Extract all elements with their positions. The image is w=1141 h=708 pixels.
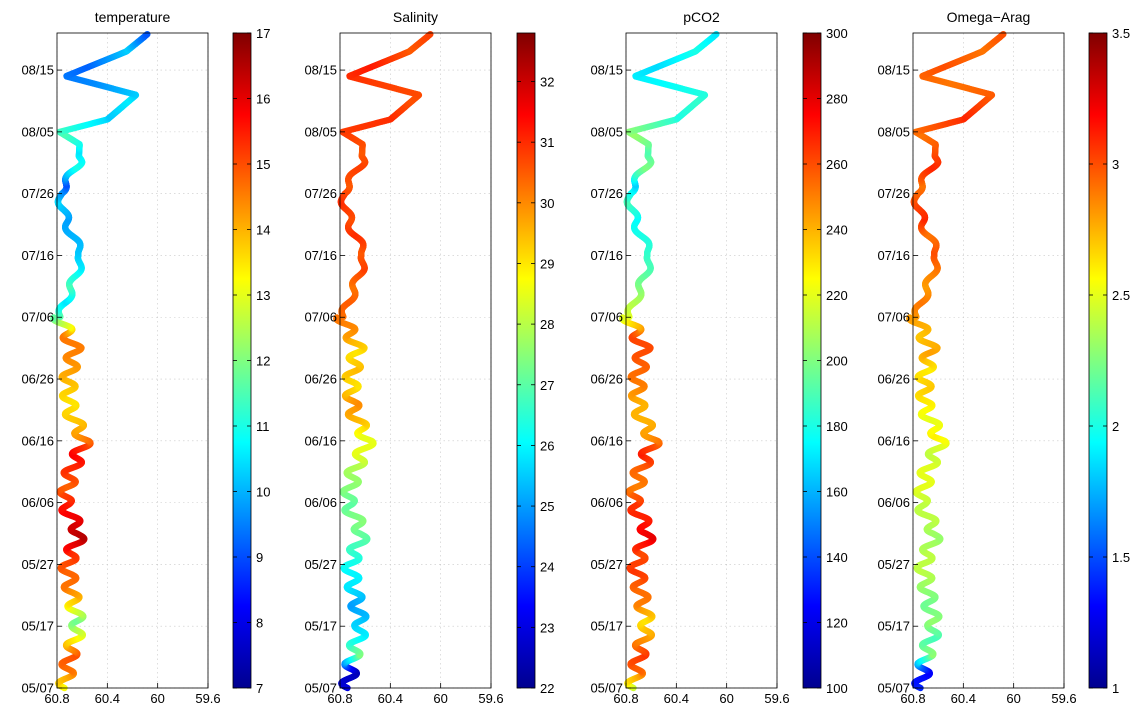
y-tick-label: 05/17: [21, 619, 54, 634]
colorbar-tick-label: 13: [256, 288, 270, 303]
colorbar-tick-label: 120: [826, 616, 848, 631]
y-tick-label: 07/16: [590, 248, 623, 263]
panel-1: temperature 08/15 08/05 07/26 07/16 07/06 06/2…: [21, 9, 270, 706]
colorbar: [233, 33, 251, 688]
y-tick-label: 07/26: [21, 186, 54, 201]
colorbar-tick-label: 220: [826, 288, 848, 303]
colorbar-tick-label: 200: [826, 354, 848, 369]
y-tick-label: 05/17: [590, 619, 623, 634]
panel-2: Salinity 08/15 08/05 07/26 07/16 07/06 06/26 06…: [304, 9, 554, 706]
colorbar-tick-label: 160: [826, 485, 848, 500]
panel-title: Omega−Arag: [947, 9, 1031, 25]
y-tick-label: 08/15: [21, 63, 54, 78]
colorbar-tick-label: 32: [540, 75, 554, 90]
colorbar-tick-label: 22: [540, 681, 554, 696]
colorbar-tick-label: 23: [540, 620, 554, 635]
y-tick-label: 06/26: [304, 372, 337, 387]
colorbar: [517, 33, 535, 688]
y-tick-label: 07/06: [21, 310, 54, 325]
colorbar-tick-label: 300: [826, 26, 848, 41]
y-tick-label: 08/05: [21, 124, 54, 139]
data-point: [427, 31, 434, 38]
data-point: [144, 31, 151, 38]
panel-4: Omega−Arag08/1508/0507/2607/1607/0606/26…: [877, 9, 1130, 706]
y-tick-label: 07/16: [21, 248, 54, 263]
y-tick-label: 07/26: [304, 186, 337, 201]
colorbar-tick-label: 26: [540, 438, 554, 453]
y-tick-label: 05/27: [304, 557, 337, 572]
x-tick-label: 60.4: [95, 691, 120, 706]
colorbar-tick-label: 140: [826, 550, 848, 565]
plot-frame: [625, 32, 778, 689]
y-tick-label: 06/16: [21, 433, 54, 448]
colorbar-tick-label: 31: [540, 135, 554, 150]
x-tick-label: 60.4: [378, 691, 403, 706]
data-points: [50, 31, 151, 692]
y-tick-label: 08/15: [304, 63, 337, 78]
colorbar-tick-label: 15: [256, 157, 270, 172]
plot-frame: [339, 32, 492, 689]
panel-title: Salinity: [393, 9, 438, 25]
data-points: [906, 31, 1007, 692]
data-points: [619, 31, 720, 692]
y-tick-label: 08/05: [304, 124, 337, 139]
y-tick-label: 06/06: [21, 495, 54, 510]
y-tick-label: 06/16: [590, 433, 623, 448]
data-point: [713, 31, 720, 38]
y-tick-label: 08/15: [590, 63, 623, 78]
colorbar-tick-label: 9: [256, 550, 263, 565]
y-tick-label: 07/26: [590, 186, 623, 201]
y-tick-label: 08/05: [590, 124, 623, 139]
y-tick-label: 06/26: [21, 372, 54, 387]
data-points: [333, 31, 434, 692]
colorbar-tick-label: 280: [826, 92, 848, 107]
y-tick-label: 06/16: [304, 433, 337, 448]
colorbar-tick-label: 100: [826, 681, 848, 696]
data-point: [333, 314, 341, 321]
colorbar-tick-label: 27: [540, 378, 554, 393]
y-tick-label: 06/26: [590, 372, 623, 387]
data-point: [50, 314, 58, 321]
colorbar-tick-label: 8: [256, 616, 263, 631]
colorbar-tick-label: 16: [256, 92, 270, 107]
colorbar-tick-label: 28: [540, 317, 554, 332]
y-tick-label: 06/06: [590, 495, 623, 510]
x-tick-label: 59.6: [195, 691, 220, 706]
x-tick-label: 60.8: [613, 691, 638, 706]
x-tick-label: 60: [433, 691, 447, 706]
x-tick-label: 60.4: [664, 691, 689, 706]
panel-3: pCO2 08/15 08/05 07/26 07/16 07/06 06/26 06/16 0…: [590, 9, 847, 706]
x-tick-label: 59.6: [478, 691, 503, 706]
colorbar-tick-label: 14: [256, 223, 270, 238]
y-tick-label: 07/06: [590, 310, 623, 325]
colorbar-tick-label: 24: [540, 560, 554, 575]
colorbar-tick-label: 180: [826, 419, 848, 434]
y-tick-label: 05/27: [21, 557, 54, 572]
colorbar-tick-label: 240: [826, 223, 848, 238]
x-tick-label: 60.8: [44, 691, 69, 706]
panel-title: temperature: [95, 9, 171, 25]
colorbar-tick-label: 25: [540, 499, 554, 514]
colorbar-tick-label: 260: [826, 157, 848, 172]
y-tick-label: 05/07: [21, 681, 54, 696]
colorbar-tick-label: 29: [540, 256, 554, 271]
x-tick-label: 60: [150, 691, 164, 706]
colorbar-tick-label: 7: [256, 681, 263, 696]
y-tick-label: 07/16: [304, 248, 337, 263]
colorbar-tick-label: 10: [256, 485, 270, 500]
x-tick-label: 60: [719, 691, 733, 706]
colorbar-tick-label: 17: [256, 26, 270, 41]
plot-frame: [56, 32, 209, 689]
y-tick-label: 05/27: [590, 557, 623, 572]
x-tick-label: 59.6: [764, 691, 789, 706]
x-tick-label: 60.8: [327, 691, 352, 706]
colorbar-tick-label: 11: [256, 419, 270, 434]
y-tick-label: 05/17: [304, 619, 337, 634]
colorbar-tick-label: 30: [540, 196, 554, 211]
y-tick-label: 07/06: [304, 310, 337, 325]
panel-title: pCO2: [683, 9, 720, 25]
colorbar-tick-label: 12: [256, 354, 270, 369]
y-tick-label: 06/06: [304, 495, 337, 510]
